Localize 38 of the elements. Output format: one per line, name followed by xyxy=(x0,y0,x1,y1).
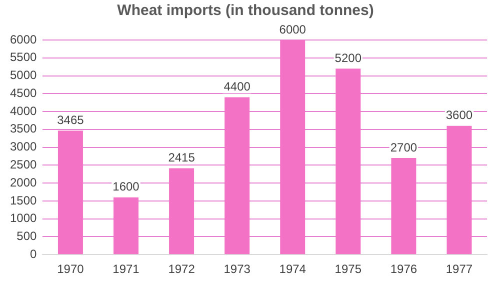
data-label: 6000 xyxy=(279,22,306,36)
bar xyxy=(336,68,361,254)
data-label: 3600 xyxy=(446,108,473,122)
bar xyxy=(280,40,306,254)
bar xyxy=(224,97,250,254)
y-tick-label: 1000 xyxy=(10,211,38,226)
y-tick-label: 500 xyxy=(16,229,38,244)
y-tick-label: 5000 xyxy=(10,68,38,82)
data-label: 4400 xyxy=(224,80,251,94)
x-tick-label: 1975 xyxy=(334,262,362,276)
data-label: 1600 xyxy=(112,180,140,194)
y-tick-label: 1500 xyxy=(10,193,38,208)
y-tick-label: 6000 xyxy=(10,32,38,46)
x-tick-label: 1972 xyxy=(168,262,196,276)
y-tick-label: 3500 xyxy=(10,122,38,136)
x-tick-label: 1973 xyxy=(224,262,251,276)
data-label: 2415 xyxy=(168,150,196,165)
bar xyxy=(169,168,194,254)
x-tick-label: 1974 xyxy=(279,262,306,276)
bar xyxy=(58,130,83,254)
x-tick-label: 1970 xyxy=(57,262,84,276)
y-tick-label: 2000 xyxy=(10,175,38,190)
x-tick-label: 1976 xyxy=(390,262,418,276)
y-tick-label: 5500 xyxy=(10,50,38,64)
bar xyxy=(114,197,138,254)
x-tick-label: 1971 xyxy=(112,262,140,276)
data-label: 2700 xyxy=(390,140,418,154)
data-label: 3465 xyxy=(57,112,84,127)
y-tick-label: 4000 xyxy=(10,104,38,118)
x-tick-label: 1977 xyxy=(446,262,473,276)
bar xyxy=(391,158,416,254)
chart-title: Wheat imports (in thousand tonnes) xyxy=(117,2,374,20)
data-label: 5200 xyxy=(334,50,362,65)
y-tick-label: 0 xyxy=(30,246,38,261)
bar xyxy=(446,126,472,254)
y-tick-label: 2500 xyxy=(10,157,38,172)
y-tick-label: 3000 xyxy=(10,140,38,154)
y-tick-label: 4500 xyxy=(10,86,38,100)
